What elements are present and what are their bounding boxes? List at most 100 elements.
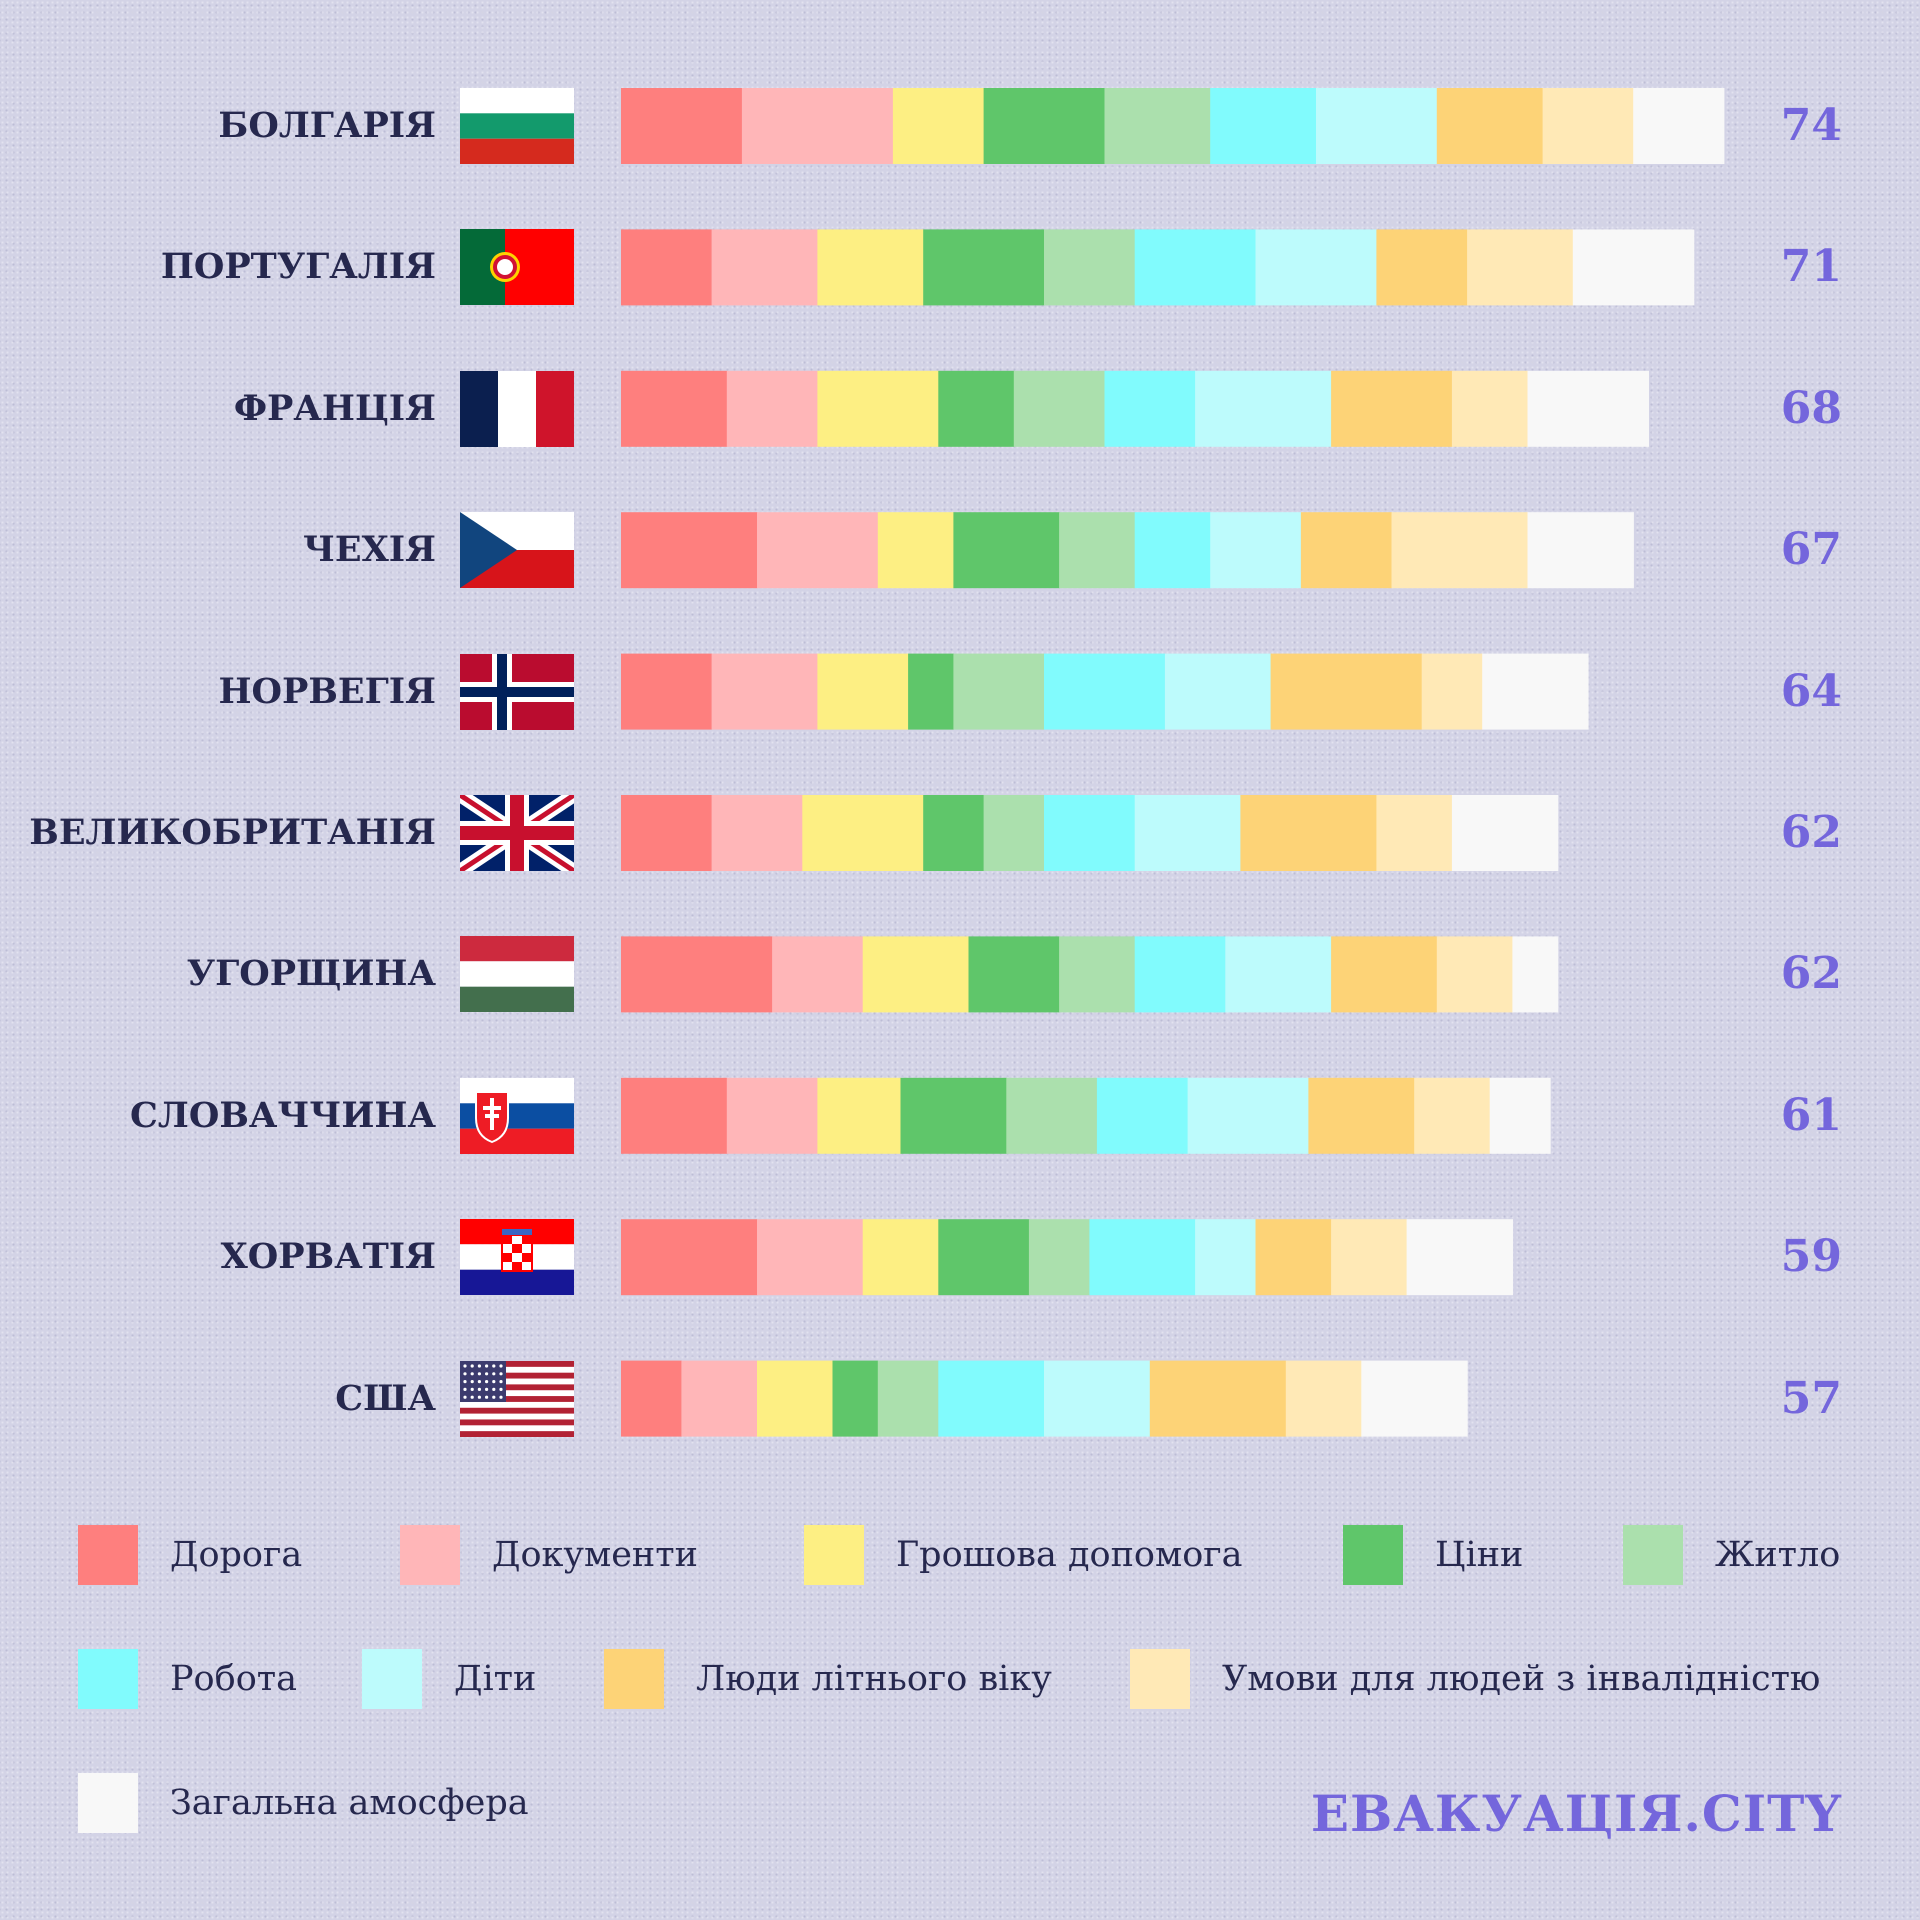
bar-segment: [1044, 229, 1136, 306]
bar-segment: [1134, 229, 1257, 306]
bar-segment: [1300, 512, 1393, 589]
bar-segment: [938, 1219, 1030, 1296]
bar-segment: [621, 936, 773, 1013]
total-label: 68: [1780, 382, 1842, 434]
bar-segment: [726, 370, 818, 447]
bar-segment: [1187, 1077, 1310, 1154]
flag-norway-icon: [460, 653, 574, 730]
bar-segment: [621, 795, 713, 871]
bar-segment: [1225, 936, 1332, 1013]
legend-label: Грошова допомога: [896, 1535, 1243, 1575]
flag-slovakia-icon: [460, 1077, 574, 1154]
bar-segment: [711, 229, 818, 306]
bar-segment: [621, 1360, 682, 1437]
country-label: ВЕЛИКОБРИТАНІЯ: [29, 812, 436, 853]
bar-segment: [1006, 1077, 1098, 1154]
legend-label: Житло: [1715, 1535, 1841, 1575]
bar-segment: [938, 1360, 1045, 1437]
bar-segment: [877, 1360, 939, 1437]
bar-segment: [1028, 1219, 1090, 1296]
bar-segment: [621, 512, 758, 589]
bar-segment: [817, 1077, 902, 1154]
bar-segment: [1436, 936, 1513, 1013]
bar-segment: [1482, 653, 1589, 730]
bar-segment: [1210, 88, 1317, 164]
flag-uk-icon: [460, 795, 574, 871]
country-label: ЧЕХІЯ: [302, 529, 436, 571]
bar-segment: [1096, 1077, 1189, 1154]
legend-swatch: [400, 1525, 460, 1585]
bar-segment: [757, 1219, 864, 1296]
bar-segment: [817, 653, 909, 730]
country-label: УГОРЩИНА: [186, 953, 436, 995]
bar-segment: [711, 653, 818, 730]
bar-segment: [1489, 1077, 1551, 1154]
bar-segment: [1376, 229, 1468, 306]
bar-segment: [1134, 795, 1242, 871]
country-label: БОЛГАРІЯ: [218, 105, 436, 146]
total-label: 64: [1780, 665, 1842, 717]
bar-segment: [1451, 795, 1559, 871]
country-label: ХОРВАТІЯ: [220, 1236, 436, 1278]
bar-segment: [1013, 370, 1105, 447]
bar-segment: [1044, 1360, 1151, 1437]
bar-segment: [1104, 88, 1211, 164]
bar-segment: [900, 1077, 1007, 1154]
bar-segment: [1436, 88, 1544, 164]
bar-segment: [1542, 88, 1634, 164]
legend-swatch: [78, 1773, 138, 1833]
bar-segment: [772, 936, 864, 1013]
bar-segment: [1059, 936, 1136, 1013]
bar-segment: [1331, 370, 1453, 447]
bar-segment: [1451, 370, 1528, 447]
legend-swatch: [78, 1525, 138, 1585]
flag-france-icon: [460, 370, 574, 447]
bar-segment: [1255, 229, 1377, 306]
bar-segment: [953, 512, 1060, 589]
legend-item: Ціни: [1343, 1525, 1523, 1585]
bar-segment: [1376, 795, 1453, 871]
legend-swatch: [1130, 1649, 1190, 1709]
legend-label: Загальна амосфера: [170, 1783, 529, 1823]
legend-item: Дорога: [78, 1525, 302, 1585]
country-label: ПОРТУГАЛІЯ: [160, 246, 436, 288]
stacked-bar-chart: [621, 88, 1725, 1437]
country-label: СЛОВАЧЧИНА: [130, 1094, 436, 1136]
bar-segment: [1308, 1077, 1415, 1154]
legend-label: Дорога: [170, 1535, 303, 1575]
bar-segment: [1633, 88, 1725, 164]
total-label: 67: [1780, 524, 1842, 576]
bar-segment: [681, 1360, 758, 1437]
total-label: 59: [1780, 1231, 1842, 1283]
legend-swatch: [1343, 1525, 1403, 1585]
bar-segment: [1270, 653, 1423, 730]
bar-segment: [1089, 1219, 1196, 1296]
country-label: НОРВЕГІЯ: [218, 670, 436, 712]
bar-segment: [621, 1219, 758, 1296]
bar-segment: [1195, 370, 1332, 447]
bar-segment: [923, 795, 985, 871]
legend-label: Документи: [492, 1535, 698, 1575]
total-label: 74: [1780, 100, 1842, 151]
bar-segment: [862, 936, 970, 1013]
bar-segment: [1195, 1219, 1257, 1296]
bar-segment: [1331, 936, 1438, 1013]
bar-segment: [621, 653, 713, 730]
legend-item: Документи: [400, 1525, 698, 1585]
total-label: 62: [1780, 948, 1842, 1000]
bar-segment: [1104, 370, 1196, 447]
bar-segment: [832, 1360, 879, 1437]
bar-segment: [1527, 512, 1634, 589]
bar-segment: [741, 88, 894, 164]
legend-label: Умови для людей з інвалідністю: [1222, 1659, 1821, 1699]
bar-segment: [1316, 88, 1438, 164]
total-label: 61: [1780, 1089, 1842, 1141]
flag-bulgaria-icon: [460, 88, 574, 164]
bar-segment: [1134, 512, 1211, 589]
legend-label: Робота: [170, 1659, 297, 1699]
bar-segment: [1572, 229, 1695, 306]
flag-portugal-icon: [460, 229, 574, 306]
legend-label: Люди літнього віку: [696, 1659, 1052, 1699]
bar-segment: [1421, 653, 1483, 730]
bar-segment: [983, 795, 1045, 871]
